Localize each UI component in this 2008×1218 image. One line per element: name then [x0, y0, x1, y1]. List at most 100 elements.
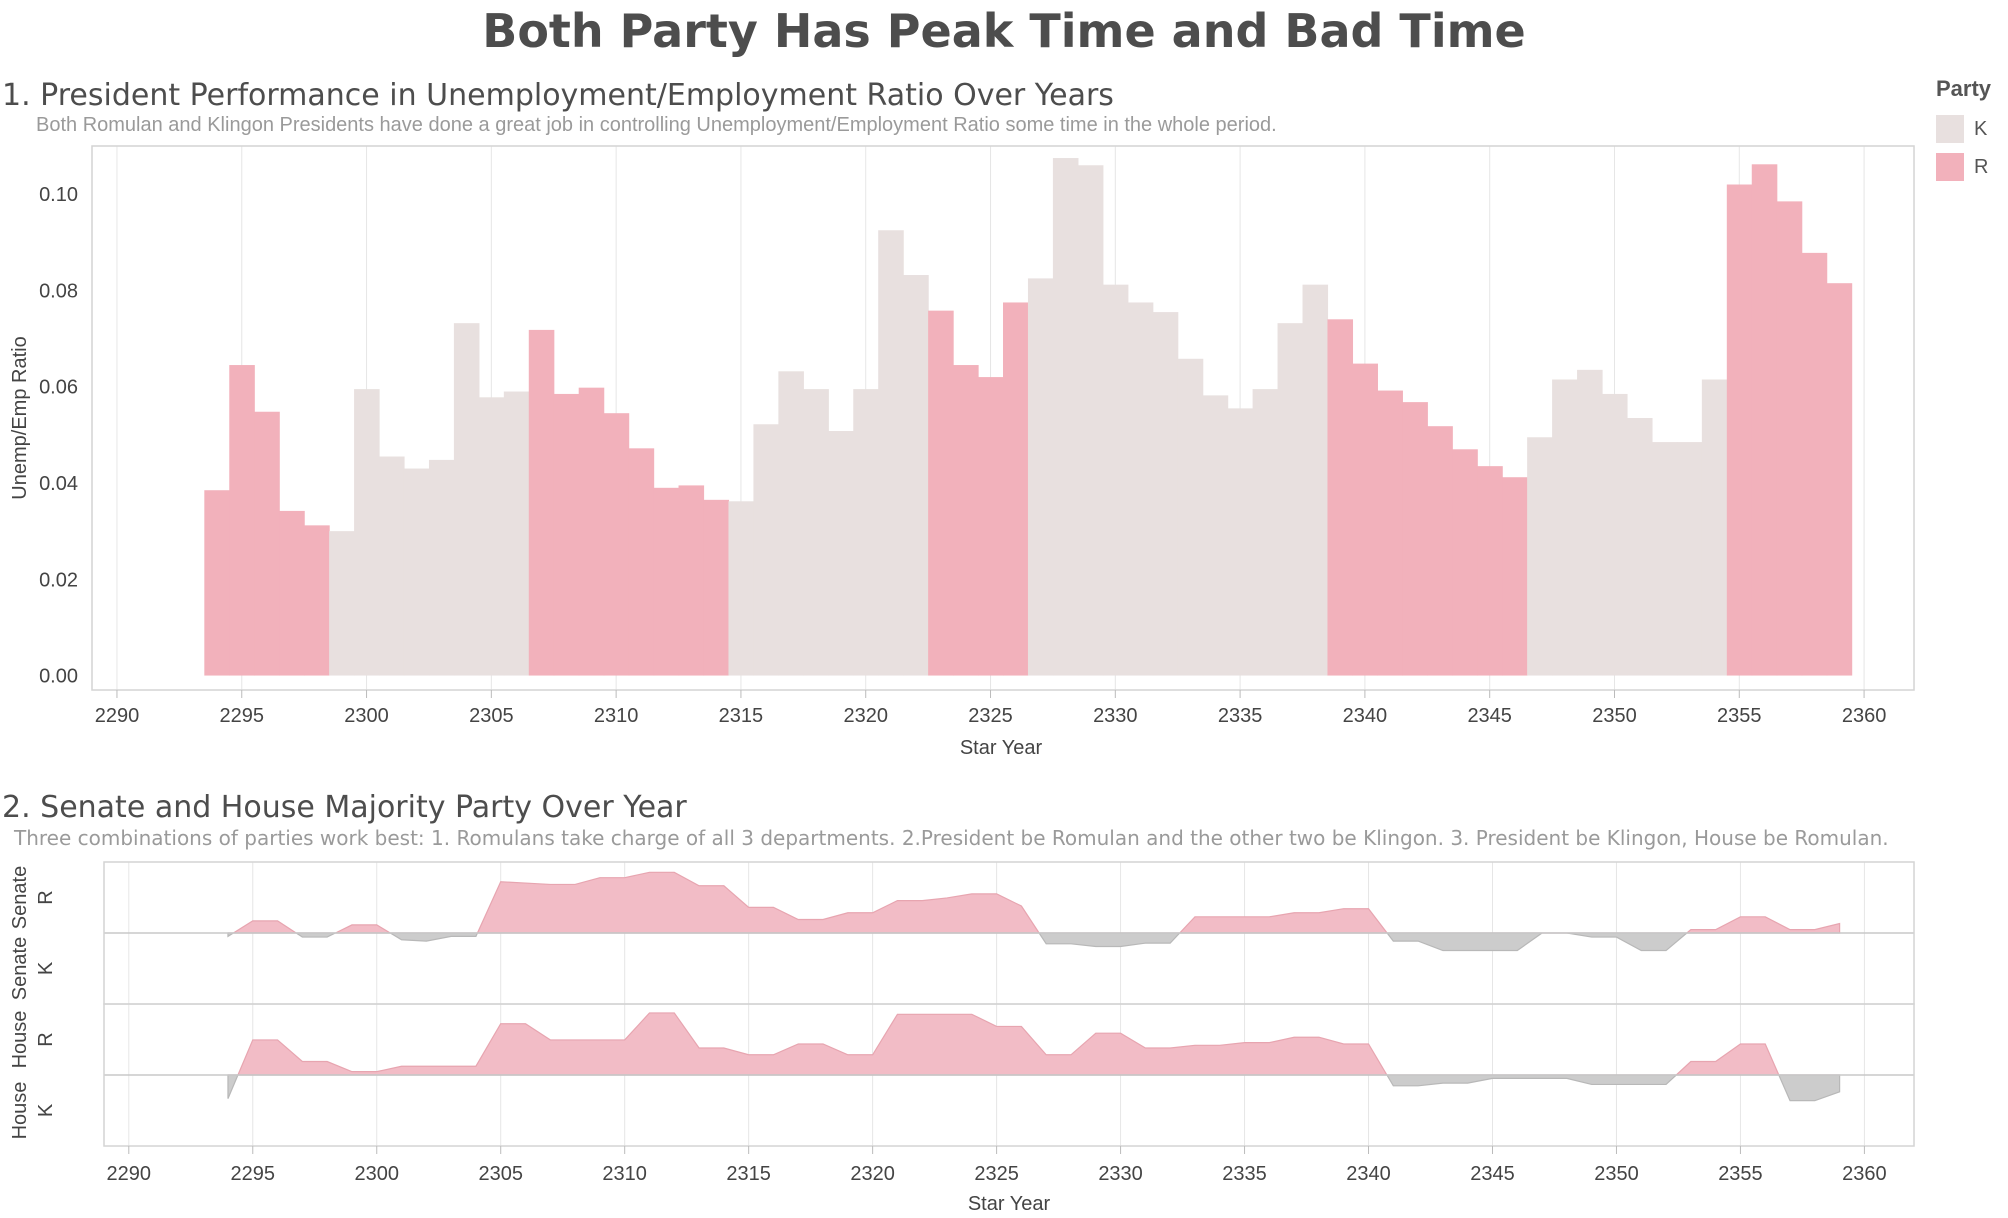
senate-row-label: Senate — [9, 866, 31, 929]
bar-2296 — [254, 411, 280, 676]
x-tick-label: 2295 — [220, 705, 265, 727]
bar-2339 — [1327, 319, 1354, 676]
senate-k-area — [227, 932, 1840, 952]
x-tick-label: 2295 — [231, 1163, 276, 1185]
house-row-label: House — [9, 1082, 31, 1140]
x-tick-label: 2320 — [850, 1163, 895, 1185]
bar-2324 — [953, 365, 979, 676]
bar-2337 — [1277, 323, 1304, 676]
chart1-subtitle: Both Romulan and Klingon Presidents have… — [36, 114, 1277, 136]
bar-2335 — [1227, 408, 1254, 676]
bar-2340 — [1352, 363, 1378, 676]
x-tick-label: 2345 — [1467, 705, 1512, 727]
bar-2345 — [1477, 466, 1503, 676]
bar-2308 — [553, 393, 580, 676]
bar-2315 — [728, 501, 755, 676]
x-tick-label: 2350 — [1594, 1163, 1639, 1185]
x-tick-label: 2320 — [843, 705, 888, 727]
senate-bottom-party-label: K — [35, 961, 57, 975]
bar-2301 — [379, 456, 405, 676]
house-bottom-party-label: K — [35, 1103, 57, 1117]
x-tick-label: 2325 — [974, 1163, 1019, 1185]
bar-2325 — [978, 377, 1004, 676]
house-row-label: House — [9, 1011, 31, 1069]
y-tick-label: 0.06 — [39, 377, 78, 399]
bar-2356 — [1751, 164, 1778, 676]
house-top-party-label: R — [35, 1032, 57, 1046]
bar-2329 — [1077, 165, 1104, 676]
x-tick-label: 2300 — [354, 1163, 399, 1185]
bar-2314 — [703, 499, 730, 676]
legend-title: Party — [1936, 76, 1992, 101]
y-tick-label: 0.02 — [39, 569, 78, 591]
bar-2300 — [354, 389, 380, 676]
legend-label-r: R — [1974, 155, 1989, 178]
bar-2295 — [229, 365, 255, 676]
bar-2350 — [1602, 393, 1628, 676]
x-tick-label: 2345 — [1470, 1163, 1515, 1185]
house-k-area — [227, 1074, 1841, 1102]
bar-2334 — [1202, 395, 1229, 676]
x-tick-label: 2315 — [719, 705, 764, 727]
bar-2347 — [1527, 437, 1553, 676]
bar-2357 — [1776, 201, 1803, 676]
unemployment-ratio-bar-chart[interactable]: 0.00 0.02 0.04 0.06 0.08 0.10 2290 2295 2300 2305… — [0, 0, 2008, 780]
senate-top-party-label: R — [35, 890, 57, 904]
y-tick-label: 0.10 — [39, 184, 78, 206]
legend-item-r[interactable]: R — [1936, 148, 1991, 186]
bar-2317 — [778, 371, 804, 676]
bar-2310 — [603, 413, 630, 676]
bar-2299 — [329, 531, 355, 676]
main-title: Both Party Has Peak Time and Bad Time — [482, 4, 1526, 58]
bar-2313 — [678, 485, 705, 676]
party-legend[interactable]: Party K R — [1936, 76, 1991, 186]
chart2-title: 2. Senate and House Majority Party Over … — [2, 790, 687, 825]
y-tick-label: 0.00 — [39, 666, 78, 688]
x-tick-label: 2330 — [1093, 705, 1138, 727]
bar-2338 — [1302, 284, 1329, 676]
bar-2322 — [903, 275, 929, 676]
y-tick-label: 0.04 — [39, 473, 78, 495]
legend-item-k[interactable]: K — [1936, 110, 1991, 148]
bar-2309 — [578, 387, 605, 676]
bar-2311 — [628, 448, 655, 676]
x-tick-label: 2315 — [726, 1163, 771, 1185]
y-axis-title: Unemp/Emp Ratio — [9, 336, 31, 499]
bar-2298 — [304, 525, 330, 676]
x-tick-label: 2330 — [1098, 1163, 1143, 1185]
x-tick-label: 2355 — [1718, 1163, 1763, 1185]
bar-2302 — [403, 468, 430, 676]
bar-2307 — [528, 329, 555, 676]
legend-swatch-r — [1936, 153, 1964, 181]
bar-2328 — [1052, 158, 1079, 676]
x-tick-label: 2300 — [344, 705, 389, 727]
x-tick-label: 2305 — [478, 1163, 523, 1185]
bar-2318 — [803, 389, 829, 676]
x-tick-label: 2290 — [107, 1163, 152, 1185]
bar-2342 — [1402, 402, 1428, 676]
x-tick-label: 2310 — [594, 705, 639, 727]
x-tick-label: 2360 — [1842, 705, 1887, 727]
bar-2297 — [279, 510, 305, 676]
legend-label-k: K — [1974, 117, 1988, 140]
bar-2332 — [1152, 312, 1179, 676]
x-tick-label: 2340 — [1343, 705, 1388, 727]
bar-2320 — [853, 389, 879, 676]
bar-2327 — [1027, 278, 1054, 676]
bar-2349 — [1577, 369, 1603, 676]
x-tick-label: 2325 — [968, 705, 1013, 727]
bar-2353 — [1676, 442, 1703, 676]
x-tick-label: 2355 — [1717, 705, 1762, 727]
house-frame — [103, 1003, 1915, 1147]
x-tick-label: 2310 — [602, 1163, 647, 1185]
bar-2305 — [478, 397, 505, 676]
x-axis-title: Star Year — [968, 1193, 1051, 1215]
x-tick-label: 2340 — [1346, 1163, 1391, 1185]
house-r-area — [227, 1012, 1840, 1076]
bar-2352 — [1651, 442, 1678, 676]
bar-2330 — [1102, 284, 1129, 676]
bar-2304 — [453, 323, 480, 676]
bar-2326 — [1003, 302, 1029, 676]
bar-2306 — [503, 391, 530, 676]
